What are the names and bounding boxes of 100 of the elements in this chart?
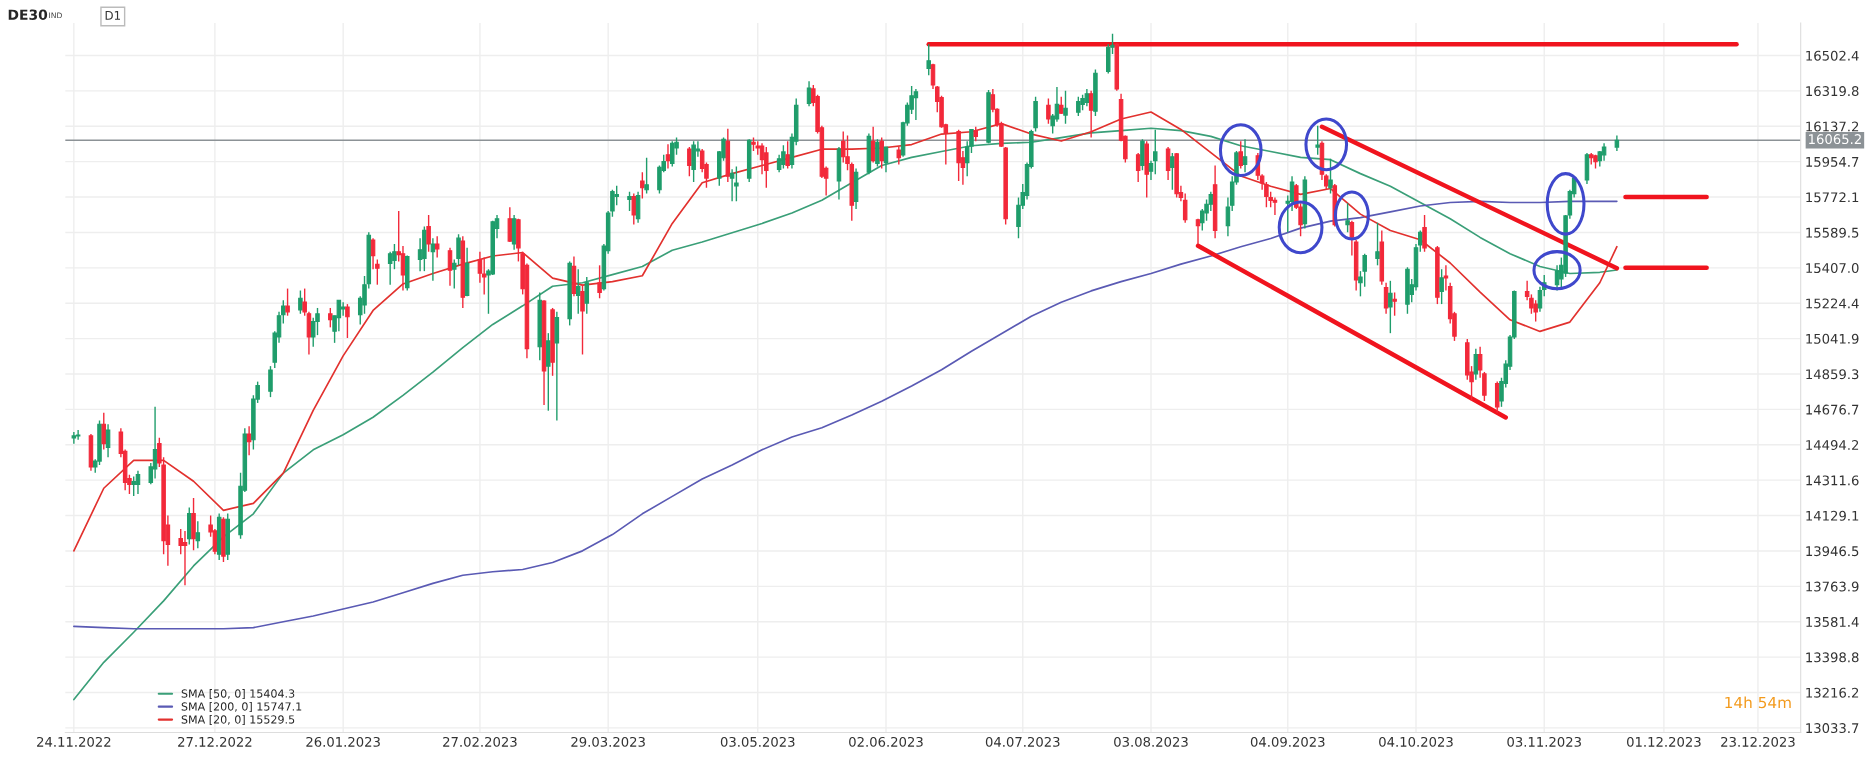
candlestick [456, 233, 461, 267]
candlestick [1315, 125, 1320, 156]
candlestick [1383, 282, 1389, 315]
legend-label: SMA [50, 0] 15404.3 [181, 689, 295, 700]
candlestick [687, 146, 692, 177]
candlestick [670, 140, 675, 168]
x-tick-label: 04.07.2023 [985, 736, 1060, 747]
y-tick-label: 16137.2 [1806, 121, 1859, 132]
y-tick-label: 13216.2 [1806, 687, 1859, 698]
candlestick [1076, 95, 1081, 117]
candlestick [875, 138, 880, 168]
y-tick-label: 13033.7 [1806, 723, 1859, 734]
y-tick-label: 16319.8 [1806, 86, 1859, 97]
candlestick [345, 303, 350, 339]
candlestick [1046, 97, 1051, 125]
candlestick [764, 146, 769, 189]
line-series [73, 200, 1618, 630]
candlestick [477, 251, 483, 284]
candlestick [644, 157, 649, 195]
candlestick [1289, 175, 1295, 212]
candlestick [879, 136, 884, 170]
candlestick [1494, 380, 1500, 414]
y-tick-label: 15772.1 [1806, 192, 1859, 203]
candlestick [1242, 138, 1248, 173]
chart-title: DE30 [8, 9, 48, 20]
candlestick [302, 287, 307, 317]
x-tick-label: 27.02.2023 [443, 736, 517, 747]
x-tick-label: 24.11.2022 [37, 736, 111, 747]
line-series [73, 127, 1618, 701]
candlestick [434, 235, 440, 259]
candlestick [597, 264, 602, 299]
x-tick-label: 03.08.2023 [1114, 736, 1188, 747]
candlestick [1375, 221, 1380, 267]
candlestick [926, 43, 931, 77]
candlestick [1328, 158, 1333, 195]
y-tick-label: 14129.1 [1806, 510, 1859, 521]
candlestick [246, 425, 252, 456]
candlestick [1272, 196, 1278, 216]
candlestick [580, 284, 585, 356]
candlestick [734, 165, 739, 203]
candlestick [182, 530, 188, 586]
line-series [73, 111, 1618, 552]
candlestick [1135, 152, 1141, 183]
candlestick [785, 140, 790, 170]
candlestick [481, 256, 487, 296]
x-tick-label: 02.06.2023 [849, 736, 923, 747]
candlestick [212, 528, 218, 555]
candlestick [729, 168, 735, 203]
x-tick-label: 27.12.2022 [178, 736, 252, 747]
y-tick-label: 15041.9 [1806, 333, 1859, 344]
x-tick-label: 29.03.2023 [571, 736, 645, 747]
candlestick [781, 144, 786, 170]
x-tick-label: 26.01.2023 [306, 736, 380, 747]
candlestick [1392, 291, 1397, 317]
y-tick-label: 14494.2 [1806, 440, 1859, 450]
x-tick-label: 03.05.2023 [720, 736, 795, 747]
candlestick [883, 146, 889, 173]
candlestick [75, 429, 81, 441]
x-tick-label: 01.12.2023 [1627, 736, 1701, 747]
candlestick [584, 276, 590, 315]
candlestick [575, 268, 581, 315]
candlestick [1422, 214, 1427, 253]
candlestick [268, 365, 273, 398]
x-tick-label: 04.09.2023 [1250, 736, 1325, 747]
candlestick [152, 406, 158, 480]
candlestick [665, 143, 671, 170]
candlestick [507, 206, 513, 243]
candlestick [806, 80, 812, 108]
candlestick [1195, 218, 1201, 245]
candlestick [1170, 152, 1175, 191]
candlestick [71, 431, 77, 445]
candlestick [1148, 159, 1154, 181]
x-tick-label: 23.12.2023 [1721, 736, 1795, 747]
y-tick-label: 13581.4 [1806, 616, 1859, 627]
y-tick-label: 13398.8 [1806, 652, 1859, 663]
candlestick [105, 423, 111, 458]
candlestick [1165, 146, 1171, 181]
candlestick [447, 247, 453, 287]
candlestick [1345, 202, 1350, 234]
annotation: 14h 54m [1725, 696, 1791, 709]
x-tick-label: 04.10.2023 [1379, 736, 1453, 747]
candlestick [135, 470, 141, 495]
y-tick-label: 15589.5 [1806, 227, 1859, 238]
candlestick [426, 214, 431, 253]
candlestick [195, 520, 201, 550]
y-tick-label: 13763.9 [1806, 581, 1859, 592]
candlestick [298, 289, 303, 315]
y-tick-label: 14676.7 [1806, 404, 1859, 415]
candlestick [1537, 285, 1543, 313]
y-tick-label: 14859.3 [1806, 369, 1859, 380]
candlestick [913, 88, 919, 121]
candlestick [627, 190, 632, 212]
candlestick [1238, 140, 1244, 170]
candlestick [1063, 90, 1068, 125]
y-tick-label: 15224.4 [1806, 298, 1859, 309]
candlestick [640, 171, 645, 200]
legend-label: SMA [20, 0] 15529.5 [181, 715, 295, 725]
candlestick [306, 311, 312, 356]
ref-line-label: 16065.2 [1809, 134, 1861, 145]
candlestick [340, 301, 346, 317]
